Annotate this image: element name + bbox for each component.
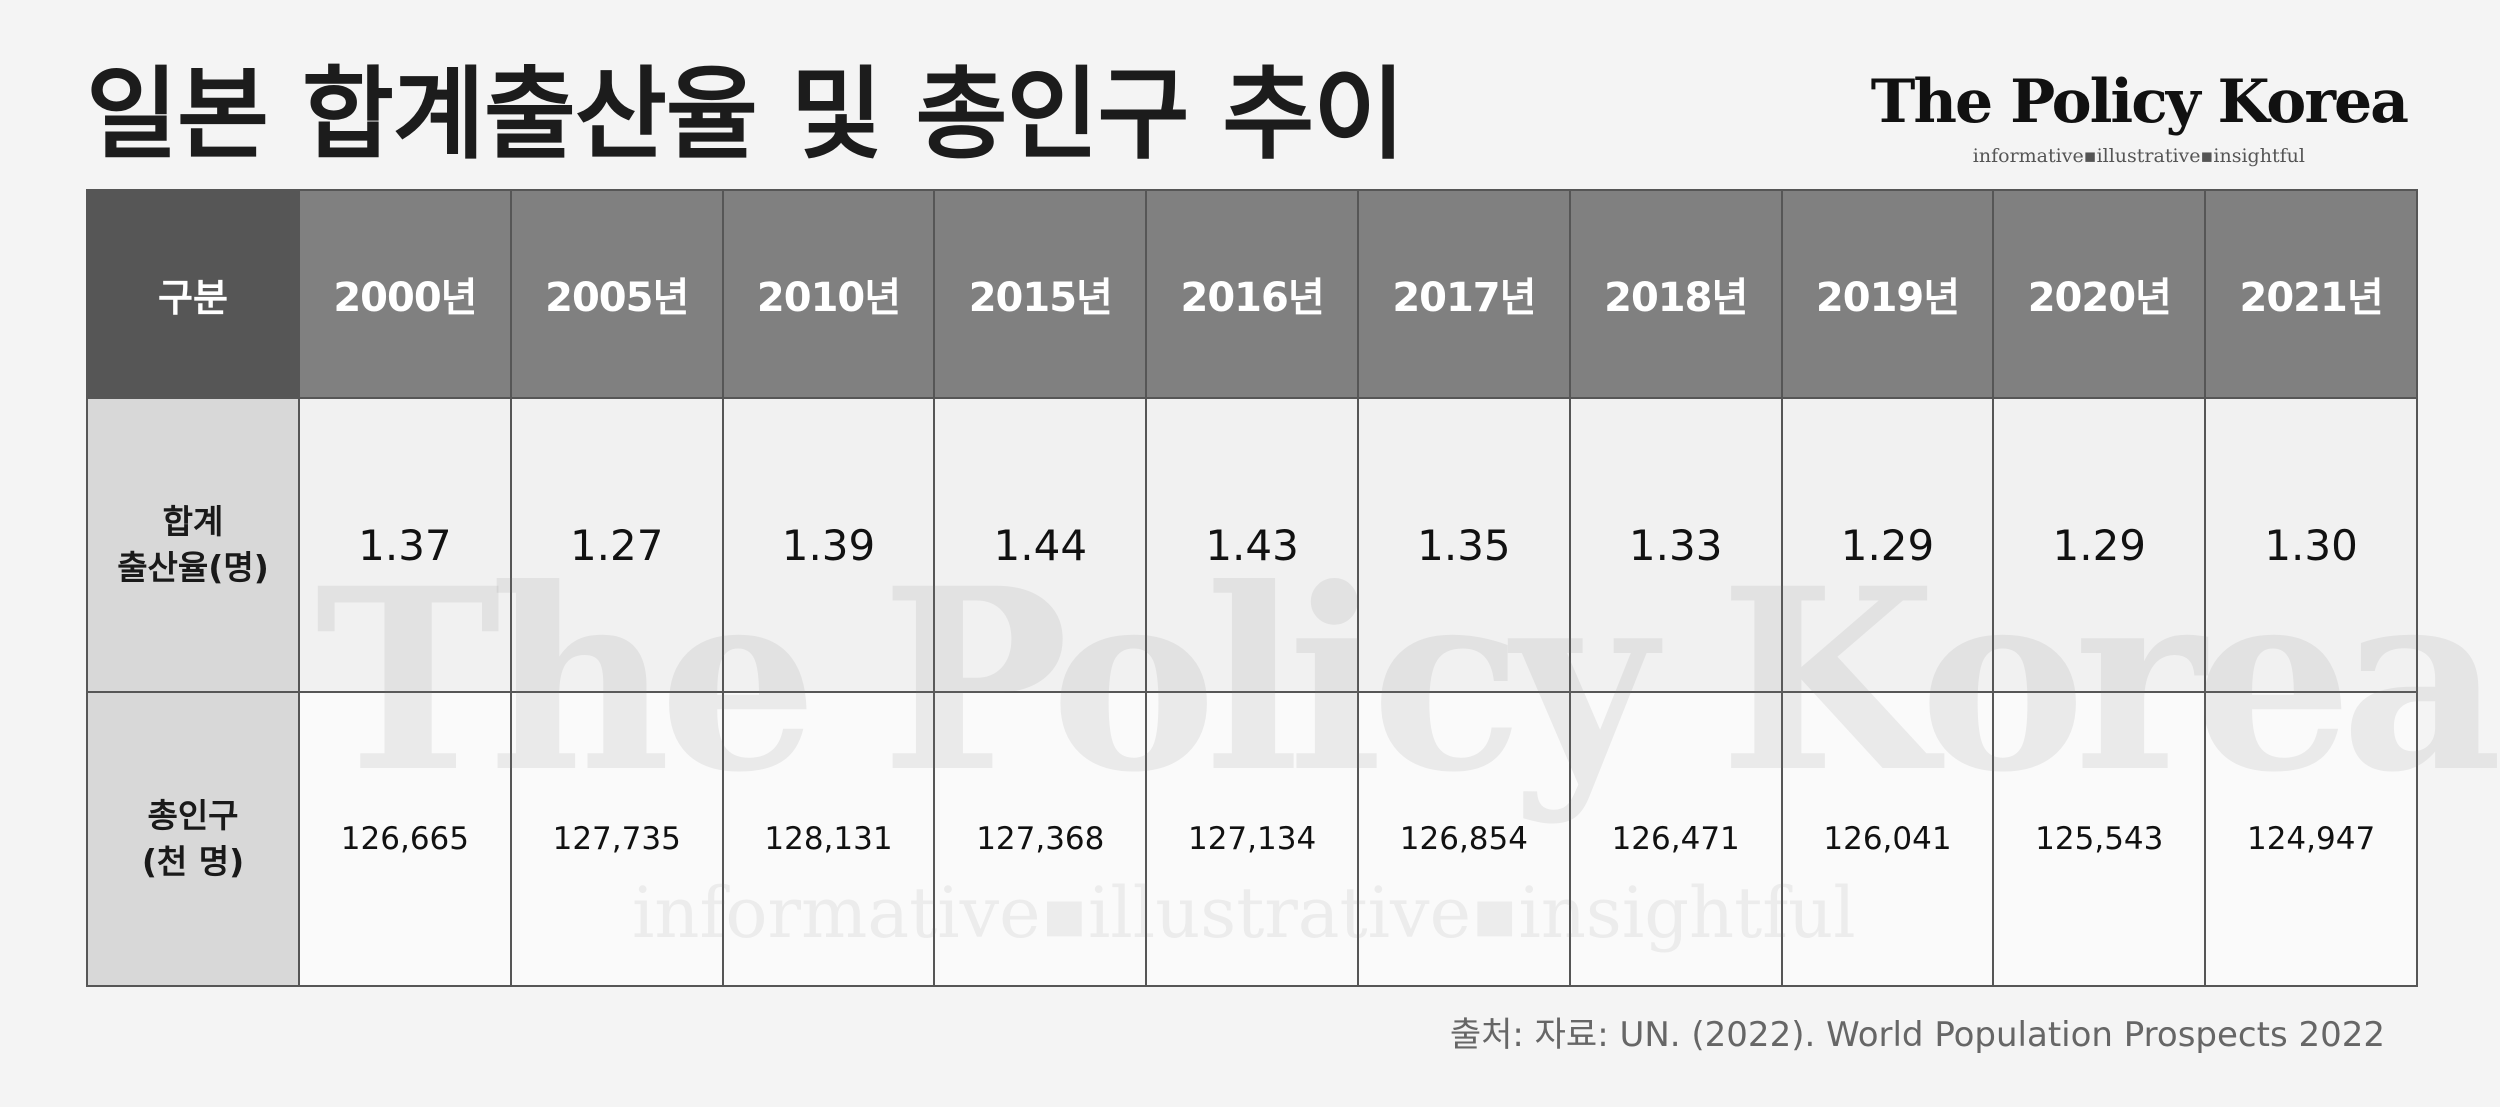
table-cell: 126,665	[298, 691, 512, 987]
row-label-line: (천 명)	[141, 842, 245, 881]
table-cell: 1.29	[1992, 397, 2207, 693]
data-table-container: 구분 2000년 2005년 2010년 2015년 2016년 2017년 2…	[86, 189, 2418, 987]
table-cell: 127,368	[933, 691, 1148, 987]
header-corner: 구분	[86, 189, 300, 399]
header-year: 2021년	[2204, 189, 2418, 399]
table-header-row: 구분 2000년 2005년 2010년 2015년 2016년 2017년 2…	[86, 189, 2418, 399]
header-year: 2017년	[1356, 189, 1571, 399]
header-year: 2016년	[1145, 189, 1359, 399]
table-row-fertility-rate: 합계 출산율(명) 1.37 1.27 1.39 1.44 1.43 1.35 …	[86, 397, 2418, 693]
table-cell: 127,134	[1145, 691, 1359, 987]
table-cell: 1.35	[1356, 397, 1571, 693]
header-year: 2018년	[1568, 189, 1783, 399]
table-cell: 1.27	[509, 397, 724, 693]
table-cell: 128,131	[721, 691, 936, 987]
table-cell: 126,854	[1356, 691, 1571, 987]
table-cell: 1.29	[1780, 397, 1995, 693]
row-label-total-population: 총인구 (천 명)	[86, 691, 300, 987]
header-year: 2020년	[1992, 189, 2207, 399]
row-label-fertility-rate: 합계 출산율(명)	[86, 397, 300, 693]
source-note: 출처: 자료: UN. (2022). World Population Pro…	[1449, 1015, 2385, 1055]
table-cell: 127,735	[509, 691, 724, 987]
header-year: 2000년	[298, 189, 512, 399]
table-row-total-population: 총인구 (천 명) 126,665 127,735 128,131 127,36…	[86, 691, 2418, 987]
table-cell: 126,041	[1780, 691, 1995, 987]
row-label-line: 출산율(명)	[117, 548, 269, 587]
header-year: 2005년	[509, 189, 724, 399]
table-cell: 1.33	[1568, 397, 1783, 693]
page-title: 일본 합계출산율 및 총인구 추이	[86, 56, 1405, 173]
table-cell: 126,471	[1568, 691, 1783, 987]
brand-name: The Policy Korea	[1870, 67, 2409, 137]
brand-logo: The Policy Korea informative▪illustrativ…	[1870, 62, 2409, 168]
row-label-line: 합계	[162, 502, 224, 541]
table-cell: 1.39	[721, 397, 936, 693]
fertility-population-table: 구분 2000년 2005년 2010년 2015년 2016년 2017년 2…	[86, 189, 2418, 987]
brand-tagline: informative▪illustrative▪insightful	[1972, 145, 2305, 167]
header-year: 2019년	[1780, 189, 1995, 399]
header-year: 2010년	[721, 189, 936, 399]
table-cell: 124,947	[2204, 691, 2418, 987]
table-cell: 125,543	[1992, 691, 2207, 987]
table-cell: 1.37	[298, 397, 512, 693]
table-cell: 1.43	[1145, 397, 1359, 693]
header-year: 2015년	[933, 189, 1148, 399]
row-label-line: 총인구	[147, 796, 239, 835]
table-cell: 1.30	[2204, 397, 2418, 693]
table-cell: 1.44	[933, 397, 1148, 693]
